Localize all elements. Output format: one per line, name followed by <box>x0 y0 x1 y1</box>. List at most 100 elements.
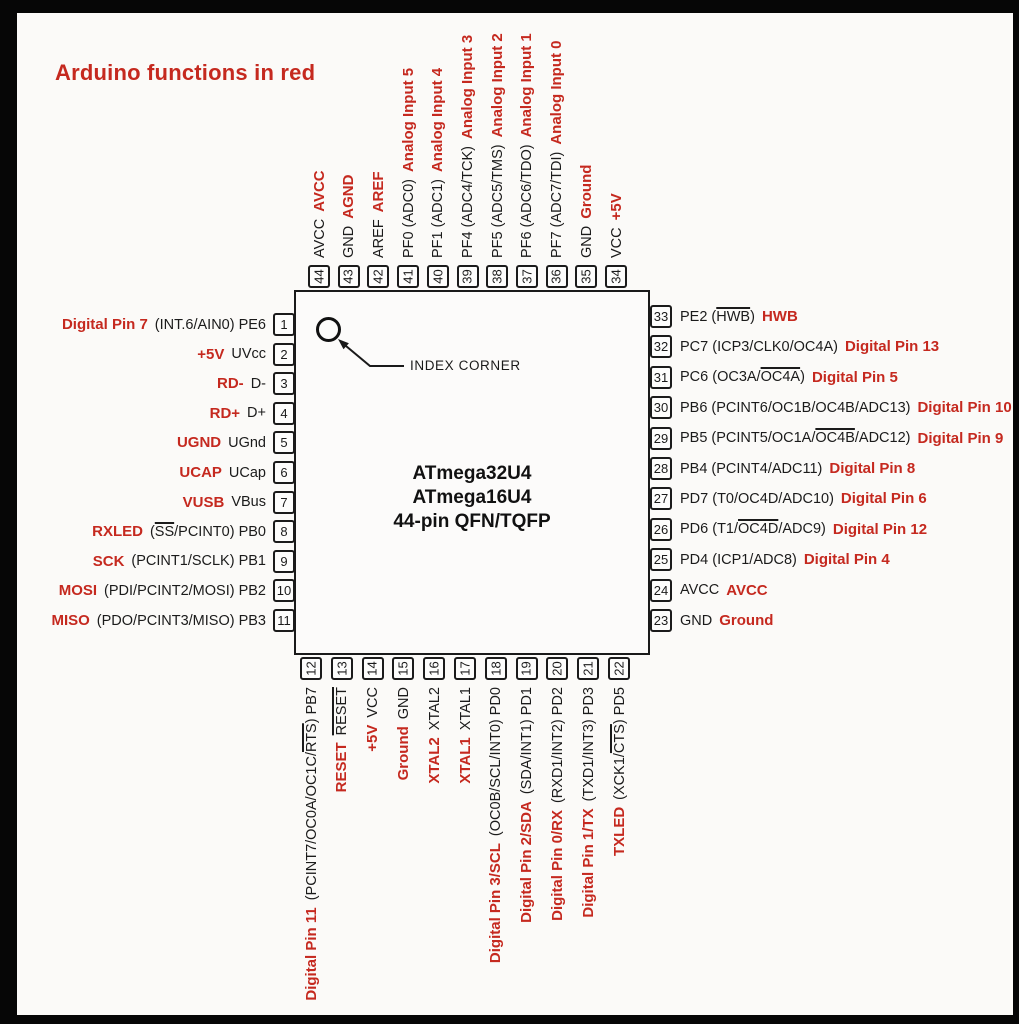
arduino-function: Digital Pin 3/SCL <box>487 843 504 963</box>
pin-number: 11 <box>277 613 291 628</box>
signal-text: Digital Pin 5 <box>811 368 898 386</box>
pin-label-27: PD7 (T0/OC4D/ADC10) Digital Pin 6 <box>680 487 927 510</box>
signal-text: D- <box>250 375 266 392</box>
arduino-function: Analog Input 4 <box>429 68 446 172</box>
pin-box-27: 27 <box>650 487 672 511</box>
pin-signal-name: UGnd <box>228 435 266 451</box>
arduino-function: Ground <box>395 726 412 780</box>
signal-text: Analog Input 4 <box>429 67 447 173</box>
pin-box-11: 11 <box>273 609 295 632</box>
overlined-signal: RTS <box>303 723 320 753</box>
pin-label-42: AREF AREF <box>370 36 387 258</box>
signal-text: UCAP <box>179 464 222 481</box>
pin-box-40: 40 <box>426 265 449 288</box>
signal-text: MISO <box>51 612 90 629</box>
signal-text: Ground <box>719 612 774 629</box>
pin-signal-name: VCC <box>365 687 381 718</box>
pin-number: 43 <box>341 269 357 284</box>
signal-text: MOSI <box>58 582 98 600</box>
pin-box-36: 36 <box>545 265 568 288</box>
arduino-function: Digital Pin 0/RX <box>549 810 566 921</box>
signal-text: ) PB7 <box>303 687 320 724</box>
pin-signal-name: PF1 (ADC1) <box>430 179 446 258</box>
arduino-function: Digital Pin 4 <box>804 551 890 568</box>
frame-border-top <box>0 0 1019 13</box>
signal-text: GND <box>680 612 713 629</box>
pin-signal-name: PF0 (ADC0) <box>401 179 417 258</box>
pin-signal-name: PC6 (OC3A/OC4A) <box>680 369 805 385</box>
overlined-signal: CTS <box>611 724 628 754</box>
pin-label-38: PF5 (ADC5/TMS) Analog Input 2 <box>488 33 506 258</box>
pin-label-8: RXLED (SS/PCINT0) PB0 <box>36 520 266 543</box>
pin-label-25: PD4 (ICP1/ADC8) Digital Pin 4 <box>680 548 890 571</box>
arduino-function: Digital Pin 8 <box>829 460 915 477</box>
arduino-function: RESET <box>333 742 350 792</box>
signal-text: Digital Pin 13 <box>844 338 940 356</box>
pin-box-28: 28 <box>650 457 672 480</box>
signal-text: (PCINT7/OC0A/OC1C/ <box>303 752 320 901</box>
pin-number: 28 <box>653 461 669 476</box>
pin-number: 30 <box>653 400 669 416</box>
pin-label-22: TXLED (XCK1/CTS) PD5 <box>611 687 628 1007</box>
pin-number: 41 <box>400 269 416 284</box>
arduino-function: VUSB <box>183 494 225 511</box>
signal-text: PF5 (ADC5/TMS) <box>489 144 506 258</box>
pin-signal-name: (TXD1/INT3) PD3 <box>581 687 597 801</box>
pin-signal-name: D- <box>251 376 266 392</box>
pin-signal-name: AREF <box>371 219 387 258</box>
overlined-signal: OC4A <box>760 369 801 386</box>
arduino-function: Analog Input 1 <box>518 33 535 137</box>
arduino-function: AVCC <box>726 582 767 599</box>
pin-number: 8 <box>280 524 288 540</box>
pin-label-32: PC7 (ICP3/CLK0/OC4A) Digital Pin 13 <box>680 335 939 358</box>
pin-signal-name: VBus <box>231 494 266 510</box>
signal-text: RXLED <box>92 523 143 541</box>
signal-text: AREF <box>370 219 387 258</box>
pin-number: 10 <box>276 583 292 599</box>
pin-label-10: MOSI (PDI/PCINT2/MOSI) PB2 <box>36 579 266 602</box>
pin-number: 27 <box>653 491 669 507</box>
pin-label-35: GND Ground <box>578 36 595 258</box>
signal-text: AGND <box>340 174 358 219</box>
pin-signal-name: (RXD1/INT2) PD2 <box>550 687 566 803</box>
pin-number: 19 <box>519 661 535 676</box>
arduino-function: Ground <box>578 165 595 219</box>
signal-text: /ADC12) <box>854 430 911 447</box>
signal-text: PF7 (ADC7/TDI) <box>549 151 566 258</box>
pin-number: 2 <box>280 346 288 362</box>
signal-text: /PCINT0) PB0 <box>174 523 266 540</box>
pin-box-3: 3 <box>273 372 295 396</box>
signal-text: Analog Input 2 <box>488 33 506 138</box>
pin-label-12: Digital Pin 11 (PCINT7/OC0A/OC1C/RTS) PB7 <box>303 687 320 1007</box>
pin-label-2: +5V UVcc <box>36 343 266 366</box>
pin-number: 13 <box>334 661 350 676</box>
leader-arrow <box>338 339 404 367</box>
signal-text: PD4 (ICP1/ADC8) <box>680 551 797 568</box>
pin-signal-name: UVcc <box>231 346 266 362</box>
pin-signal-name: GND <box>579 226 595 258</box>
arduino-function: Digital Pin 6 <box>841 490 927 507</box>
pin-label-36: PF7 (ADC7/TDI) Analog Input 0 <box>548 36 565 258</box>
arduino-function: HWB <box>762 308 798 325</box>
arduino-function: Digital Pin 9 <box>917 430 1003 447</box>
signal-text: Analog Input 5 <box>399 67 417 173</box>
signal-text: (OC0B/SCL/INT0) PD0 <box>488 687 505 837</box>
signal-text: (SDA/INT1) PD1 <box>519 687 536 795</box>
signal-text: PF4 (ADC4/TCK) <box>460 146 476 258</box>
pin-box-44: 44 <box>308 265 330 288</box>
arduino-function: SCK <box>93 553 125 570</box>
signal-text: UGnd <box>228 434 266 451</box>
arduino-function: TXLED <box>611 807 628 856</box>
signal-text: ) <box>800 369 805 386</box>
signal-text: PF6 (ADC6/TDO) <box>519 144 536 258</box>
pin-number: 1 <box>280 317 288 332</box>
signal-text: Digital Pin 0/RX <box>548 810 566 921</box>
signal-text: (XCK1/ <box>611 753 628 800</box>
arduino-function: Digital Pin 7 <box>62 316 148 333</box>
signal-text: PE2 ( <box>680 308 717 325</box>
pin-signal-name: (SDA/INT1) PD1 <box>519 687 535 794</box>
pin-signal-name: PD4 (ICP1/ADC8) <box>680 552 797 568</box>
pin-signal-name: (OC0B/SCL/INT0) PD0 <box>488 687 504 836</box>
pin-number: 23 <box>653 613 669 628</box>
arduino-function: +5V <box>608 193 625 220</box>
